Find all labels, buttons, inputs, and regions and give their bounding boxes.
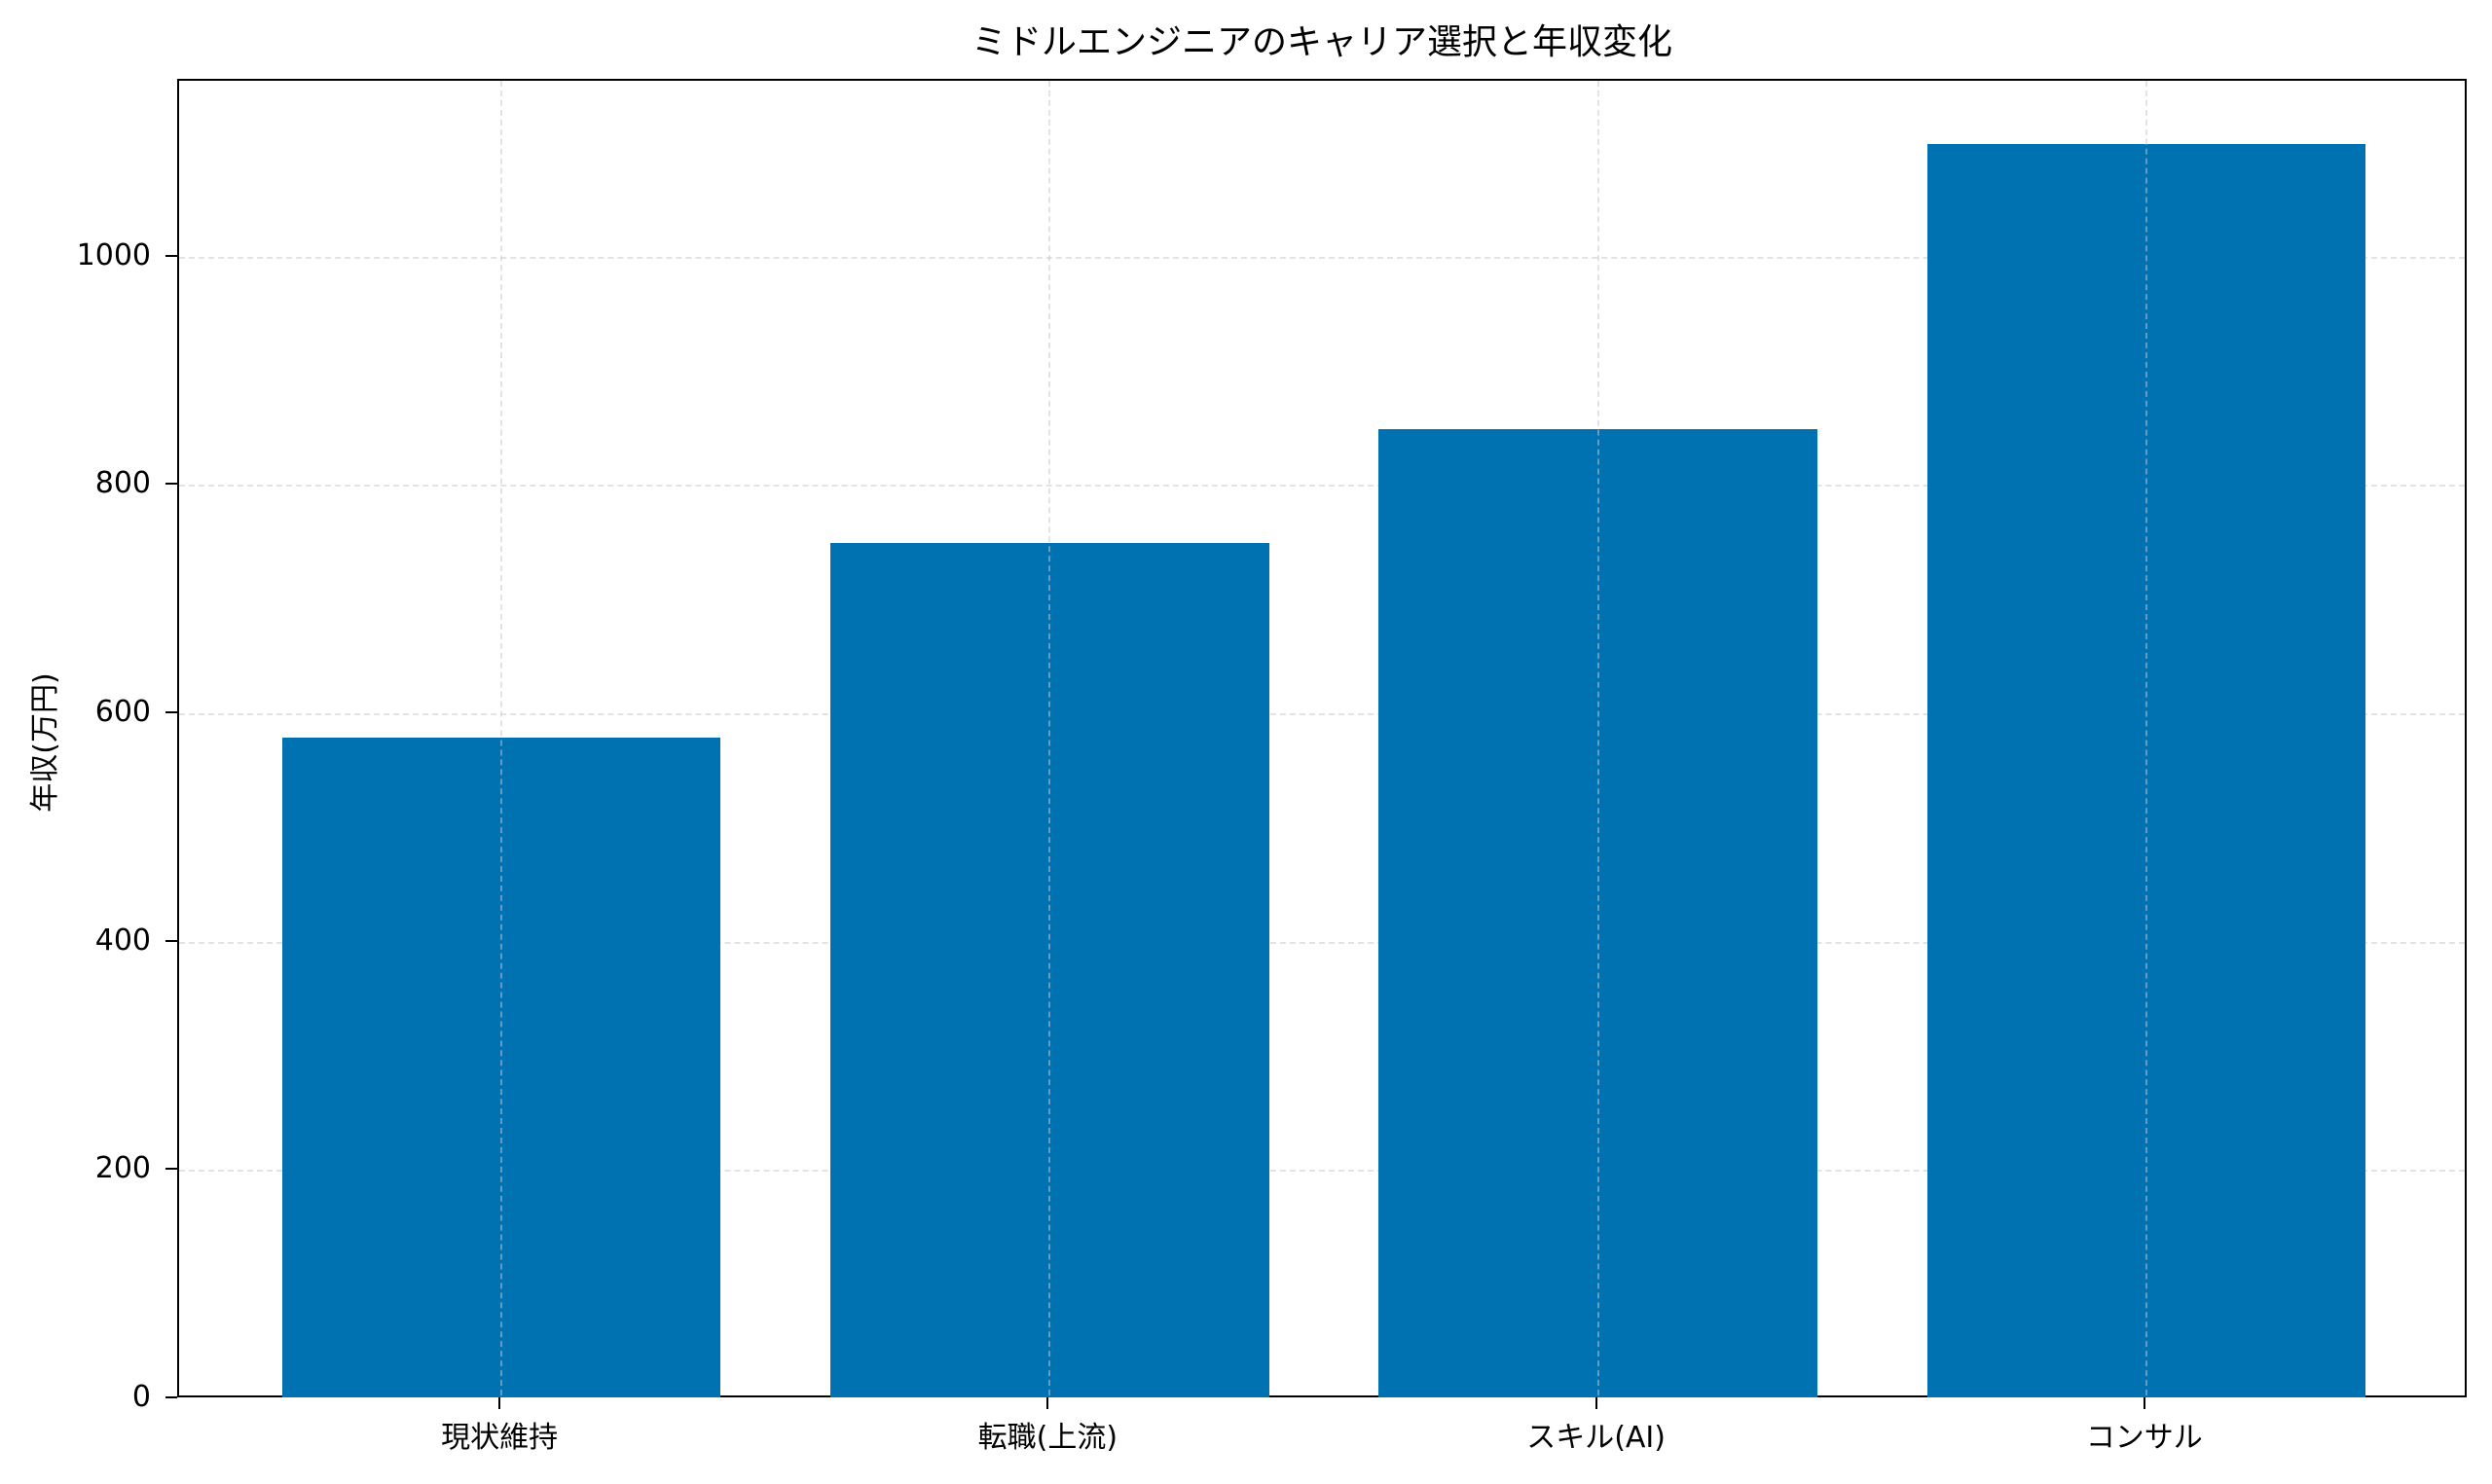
x-tick-mark — [1594, 1397, 1597, 1409]
gridline-vertical — [500, 81, 503, 1395]
y-tick-label: 800 — [94, 466, 151, 501]
y-tick-label: 600 — [94, 695, 151, 730]
y-tick-label: 400 — [94, 923, 151, 958]
gridline-vertical — [2144, 81, 2147, 1395]
y-tick-mark — [165, 254, 177, 257]
gridline-vertical — [1596, 81, 1599, 1395]
y-tick-mark — [165, 711, 177, 714]
y-tick-label: 200 — [94, 1151, 151, 1186]
chart-title: ミドルエンジニアのキャリア選択と年収変化 — [971, 22, 1672, 62]
gridline-horizontal — [179, 713, 2465, 716]
x-tick-mark — [498, 1397, 501, 1409]
y-tick-mark — [165, 483, 177, 486]
y-tick-mark — [165, 939, 177, 942]
y-tick-label: 1000 — [76, 237, 151, 272]
gridline-horizontal — [179, 485, 2465, 488]
x-tick-label: 現状維持 — [441, 1421, 559, 1455]
gridline-horizontal — [179, 941, 2465, 944]
y-tick-label: 0 — [131, 1380, 151, 1414]
gridline-horizontal — [179, 256, 2465, 259]
y-tick-mark — [165, 1168, 177, 1171]
x-tick-label: 転職(上流) — [977, 1421, 1118, 1455]
y-tick-mark — [165, 1396, 177, 1398]
y-axis-label: 年収(万円) — [28, 672, 62, 813]
gridline-vertical — [1048, 81, 1051, 1395]
plot-area — [177, 79, 2467, 1397]
x-tick-label: コンサル — [2085, 1421, 2203, 1455]
gridline-horizontal — [179, 1170, 2465, 1173]
x-tick-label: スキル(AI) — [1526, 1421, 1666, 1455]
x-tick-mark — [1046, 1397, 1049, 1409]
x-tick-mark — [2143, 1397, 2145, 1409]
